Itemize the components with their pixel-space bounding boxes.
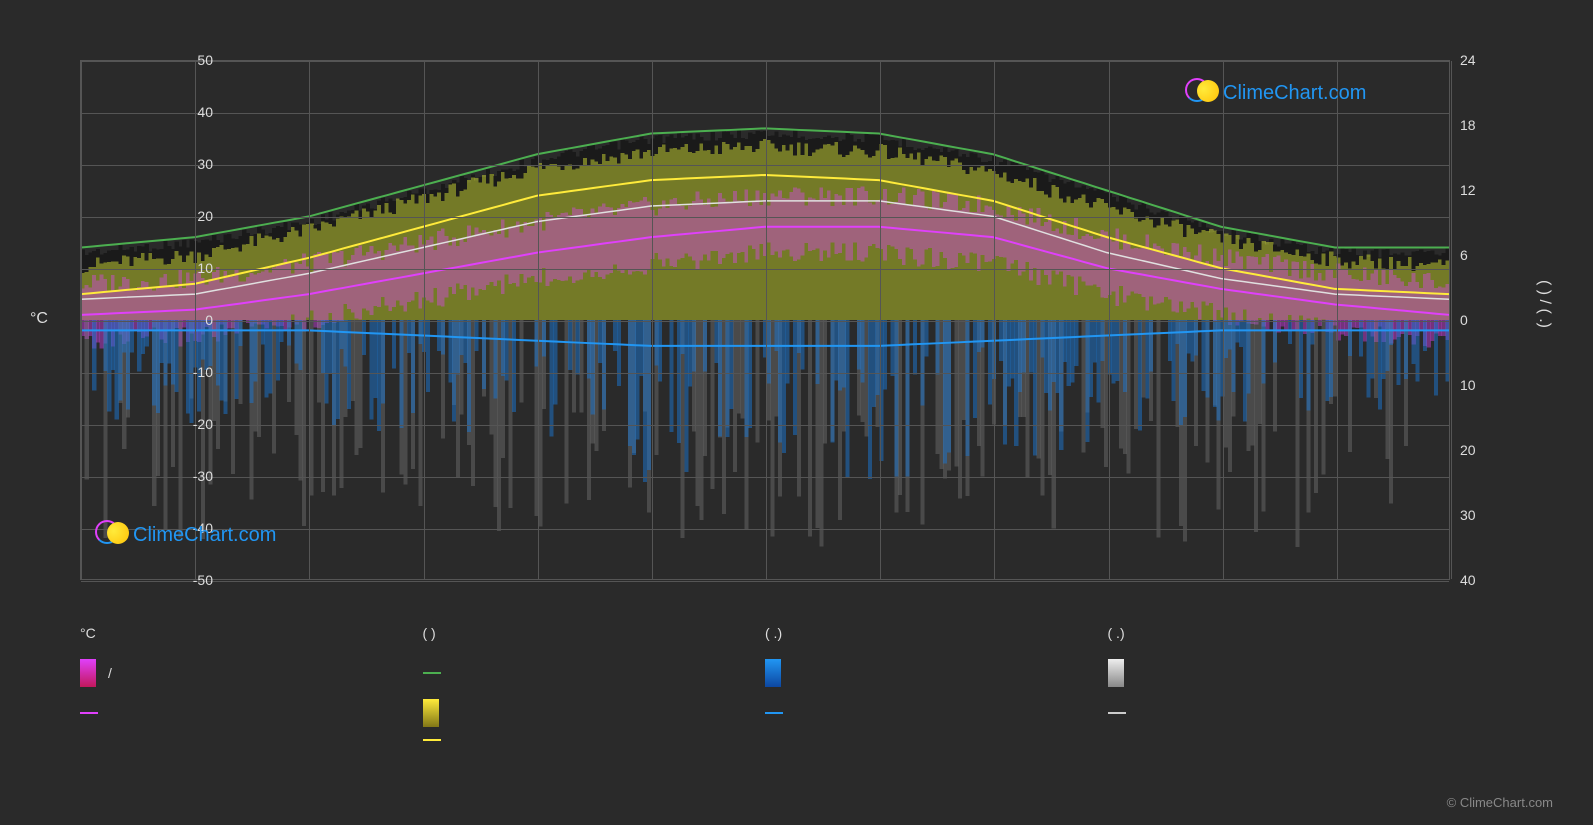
y-right-tick: 12 bbox=[1460, 182, 1500, 198]
logo-text: ClimeChart.com bbox=[1223, 82, 1366, 105]
legend-swatch-box bbox=[1108, 659, 1124, 687]
grid-line-v bbox=[1451, 61, 1452, 579]
legend-row bbox=[80, 739, 1450, 741]
grid-line-h bbox=[81, 165, 1449, 166]
legend: °C ( ) ( .) ( .) / bbox=[80, 625, 1450, 753]
grid-line-h bbox=[81, 477, 1449, 478]
grid-line-h bbox=[81, 425, 1449, 426]
grid-line-v bbox=[652, 61, 653, 579]
legend-item bbox=[1108, 699, 1451, 727]
chart-container bbox=[80, 60, 1450, 580]
y-right-tick: 10 bbox=[1460, 377, 1500, 393]
grid-line-v bbox=[994, 61, 995, 579]
logo-icon bbox=[95, 520, 125, 550]
copyright: © ClimeChart.com bbox=[1447, 795, 1553, 810]
legend-label: / bbox=[108, 665, 112, 681]
y-right-tick: 18 bbox=[1460, 117, 1500, 133]
y-axis-right-title: ( ) / ( .) bbox=[1535, 280, 1553, 328]
legend-swatch-line bbox=[80, 712, 98, 714]
legend-header-3: ( .) bbox=[1108, 625, 1451, 641]
y-right-tick: 30 bbox=[1460, 507, 1500, 523]
legend-item bbox=[423, 739, 766, 741]
grid-line-h bbox=[81, 217, 1449, 218]
y-left-tick: -10 bbox=[173, 364, 213, 380]
legend-item bbox=[1108, 659, 1451, 687]
grid-line-v bbox=[424, 61, 425, 579]
legend-header-1: ( ) bbox=[423, 625, 766, 641]
legend-swatch-line bbox=[1108, 712, 1126, 714]
y-left-tick: -50 bbox=[173, 572, 213, 588]
y-left-tick: 20 bbox=[173, 208, 213, 224]
y-right-tick: 0 bbox=[1460, 312, 1500, 328]
legend-row: / bbox=[80, 659, 1450, 687]
grid-line-v bbox=[309, 61, 310, 579]
grid-line-h bbox=[81, 373, 1449, 374]
grid-line-v bbox=[538, 61, 539, 579]
grid-line-v bbox=[766, 61, 767, 579]
legend-header-0: °C bbox=[80, 625, 423, 641]
legend-row bbox=[80, 699, 1450, 727]
legend-item bbox=[765, 739, 1108, 741]
legend-item bbox=[765, 699, 1108, 727]
chart-svg bbox=[81, 61, 1449, 579]
grid-line-h bbox=[81, 529, 1449, 530]
grid-line-v bbox=[880, 61, 881, 579]
grid-line-h bbox=[81, 581, 1449, 582]
y-right-tick: 40 bbox=[1460, 572, 1500, 588]
grid-line-h bbox=[81, 269, 1449, 270]
grid-line-h bbox=[81, 61, 1449, 62]
legend-item bbox=[423, 659, 766, 687]
legend-swatch-box bbox=[423, 699, 439, 727]
y-right-tick: 20 bbox=[1460, 442, 1500, 458]
plot-area bbox=[80, 60, 1450, 580]
grid-line-h bbox=[81, 321, 1449, 322]
logo-icon bbox=[1185, 78, 1215, 108]
y-left-tick: 0 bbox=[173, 312, 213, 328]
grid-line-v bbox=[1337, 61, 1338, 579]
y-left-tick: -30 bbox=[173, 468, 213, 484]
legend-swatch-box bbox=[765, 659, 781, 687]
legend-header-2: ( .) bbox=[765, 625, 1108, 641]
logo-text: ClimeChart.com bbox=[133, 524, 276, 547]
legend-swatch-line bbox=[423, 739, 441, 741]
grid-line-v bbox=[81, 61, 82, 579]
legend-item bbox=[1108, 739, 1451, 741]
y-left-tick: -20 bbox=[173, 416, 213, 432]
legend-item: / bbox=[80, 659, 423, 687]
y-right-tick: 24 bbox=[1460, 52, 1500, 68]
y-left-tick: 50 bbox=[173, 52, 213, 68]
y-left-tick: 40 bbox=[173, 104, 213, 120]
legend-item bbox=[80, 739, 423, 741]
legend-item bbox=[765, 659, 1108, 687]
y-axis-left-title: °C bbox=[30, 310, 48, 328]
legend-item bbox=[423, 699, 766, 727]
y-left-tick: 10 bbox=[173, 260, 213, 276]
grid-line-h bbox=[81, 113, 1449, 114]
climechart-logo: ClimeChart.com bbox=[95, 520, 276, 550]
climechart-logo: ClimeChart.com bbox=[1185, 78, 1366, 108]
legend-swatch-box bbox=[80, 659, 96, 687]
legend-item bbox=[80, 699, 423, 727]
y-right-tick: 6 bbox=[1460, 247, 1500, 263]
grid-line-v bbox=[1109, 61, 1110, 579]
legend-swatch-line bbox=[423, 672, 441, 674]
legend-header: °C ( ) ( .) ( .) bbox=[80, 625, 1450, 641]
grid-line-v bbox=[1223, 61, 1224, 579]
y-left-tick: 30 bbox=[173, 156, 213, 172]
legend-swatch-line bbox=[765, 712, 783, 714]
